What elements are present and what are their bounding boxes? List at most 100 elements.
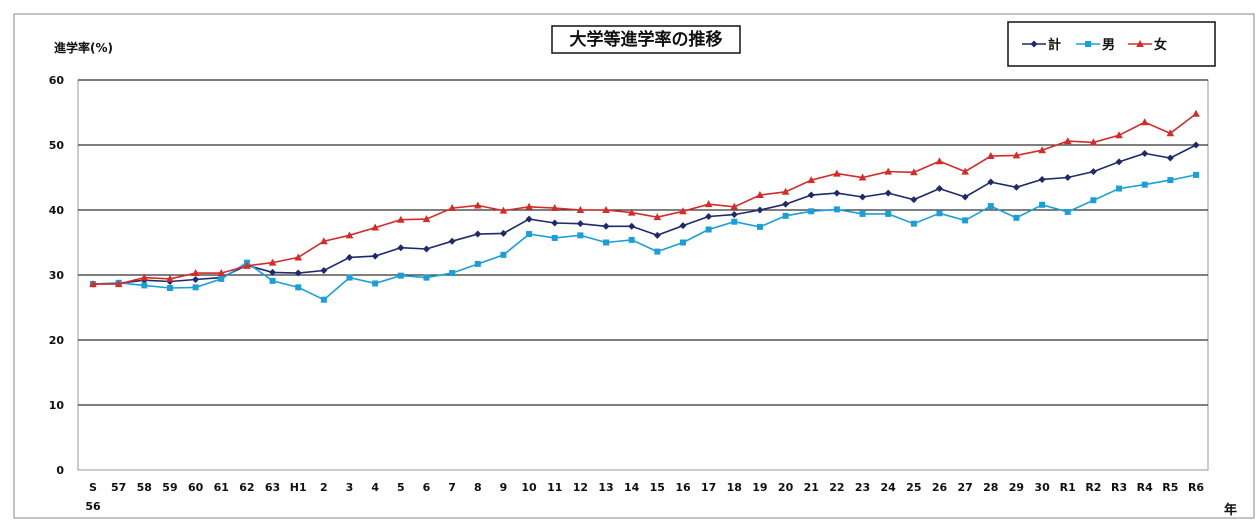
- data-point-male: [833, 206, 840, 213]
- data-point-male: [936, 210, 943, 217]
- data-point-male: [141, 282, 148, 289]
- data-point-female: [371, 223, 379, 231]
- data-point-male: [218, 275, 225, 282]
- data-point-total: [653, 231, 661, 239]
- x-tick-label: 7: [448, 481, 456, 494]
- x-tick-label: 11: [547, 481, 562, 494]
- data-point-male: [731, 218, 738, 225]
- data-point-male: [808, 208, 815, 215]
- y-tick-label: 10: [49, 399, 65, 412]
- x-tick-label: 57: [111, 481, 126, 494]
- data-point-male: [782, 212, 789, 219]
- legend-label-male: 男: [1102, 38, 1115, 53]
- data-point-male: [1116, 185, 1123, 192]
- chart-frame: [13, 13, 1255, 519]
- x-tick-label: 30: [1034, 481, 1050, 494]
- data-point-total: [1064, 174, 1072, 181]
- x-tick-label: 4: [371, 481, 379, 494]
- data-point-male: [269, 277, 276, 284]
- data-point-female: [961, 167, 969, 175]
- data-point-female: [191, 269, 200, 277]
- data-point-male: [449, 270, 456, 277]
- data-point-male: [987, 203, 994, 210]
- data-point-male: [1090, 197, 1097, 204]
- data-point-male: [1167, 177, 1174, 184]
- data-point-male: [295, 284, 302, 291]
- data-point-female: [114, 280, 123, 288]
- data-point-male: [1193, 171, 1199, 178]
- data-point-total: [987, 178, 995, 186]
- x-tick-label: 5: [397, 481, 405, 494]
- y-tick-label: 60: [49, 74, 65, 87]
- x-tick-label: R4: [1137, 481, 1153, 494]
- chart-title-box: 大学等進学率の推移: [551, 25, 741, 54]
- x-tick-label: 9: [500, 481, 508, 494]
- data-point-female: [627, 208, 636, 216]
- data-point-total: [474, 230, 482, 238]
- data-point-male: [1013, 214, 1020, 221]
- legend-marker-female: [1136, 40, 1144, 47]
- data-point-female: [884, 167, 892, 175]
- data-point-male: [679, 239, 686, 246]
- data-point-male: [705, 226, 712, 233]
- y-axis-label: 進学率(%): [54, 40, 113, 55]
- data-point-total: [1038, 175, 1046, 183]
- data-point-total: [935, 185, 943, 193]
- data-point-male: [192, 284, 199, 291]
- data-point-male: [910, 220, 917, 227]
- series-line-total: [92, 144, 1197, 285]
- data-point-female: [807, 176, 816, 184]
- x-tick-label: 6: [423, 481, 431, 494]
- data-point-total: [576, 220, 584, 228]
- y-tick-label: 30: [49, 269, 65, 282]
- data-point-female: [1192, 109, 1200, 117]
- data-point-female: [730, 202, 739, 210]
- data-point-male: [1141, 181, 1148, 188]
- data-point-total: [371, 252, 379, 260]
- data-point-total: [807, 191, 815, 199]
- data-point-female: [268, 258, 277, 266]
- data-point-female: [140, 273, 149, 281]
- data-point-total: [1012, 183, 1020, 191]
- data-point-total: [448, 237, 456, 245]
- x-tick-label: 26: [932, 481, 948, 494]
- legend: 計男女: [1007, 21, 1216, 67]
- data-point-total: [961, 193, 969, 201]
- data-point-female: [473, 201, 482, 209]
- x-tick-label: 16: [675, 481, 691, 494]
- x-tick-label: 2: [320, 481, 328, 494]
- series-line-male: [92, 174, 1197, 301]
- data-point-male: [654, 248, 661, 255]
- data-point-female: [345, 231, 354, 239]
- data-point-female: [935, 157, 944, 165]
- data-point-female: [781, 187, 790, 195]
- data-point-female: [1063, 137, 1072, 145]
- data-point-total: [628, 222, 636, 230]
- data-point-female: [499, 206, 508, 214]
- x-tick-label: H1: [290, 481, 307, 494]
- data-point-male: [551, 234, 558, 241]
- data-point-female: [602, 206, 610, 213]
- data-point-female: [525, 202, 533, 210]
- data-point-male: [628, 236, 635, 243]
- data-point-female: [576, 206, 585, 213]
- data-point-female: [1089, 138, 1098, 146]
- data-point-total: [269, 268, 277, 276]
- x-axis-label: 年: [1224, 502, 1237, 518]
- data-point-male: [320, 296, 327, 303]
- x-tick-label: 22: [829, 481, 844, 494]
- data-point-total: [525, 215, 533, 223]
- data-point-female: [704, 200, 713, 208]
- data-point-total: [499, 229, 507, 237]
- x-tick-label: 24: [881, 481, 897, 494]
- data-point-male: [885, 210, 892, 217]
- x-tick-label: 25: [906, 481, 921, 494]
- x-tick-label: 20: [778, 481, 794, 494]
- data-point-total: [1166, 154, 1174, 162]
- data-point-female: [756, 191, 764, 199]
- x-tick-label: 58: [137, 481, 152, 494]
- legend-label-total: 計: [1048, 37, 1061, 53]
- data-point-total: [422, 245, 430, 253]
- x-tick-label: R1: [1060, 481, 1076, 494]
